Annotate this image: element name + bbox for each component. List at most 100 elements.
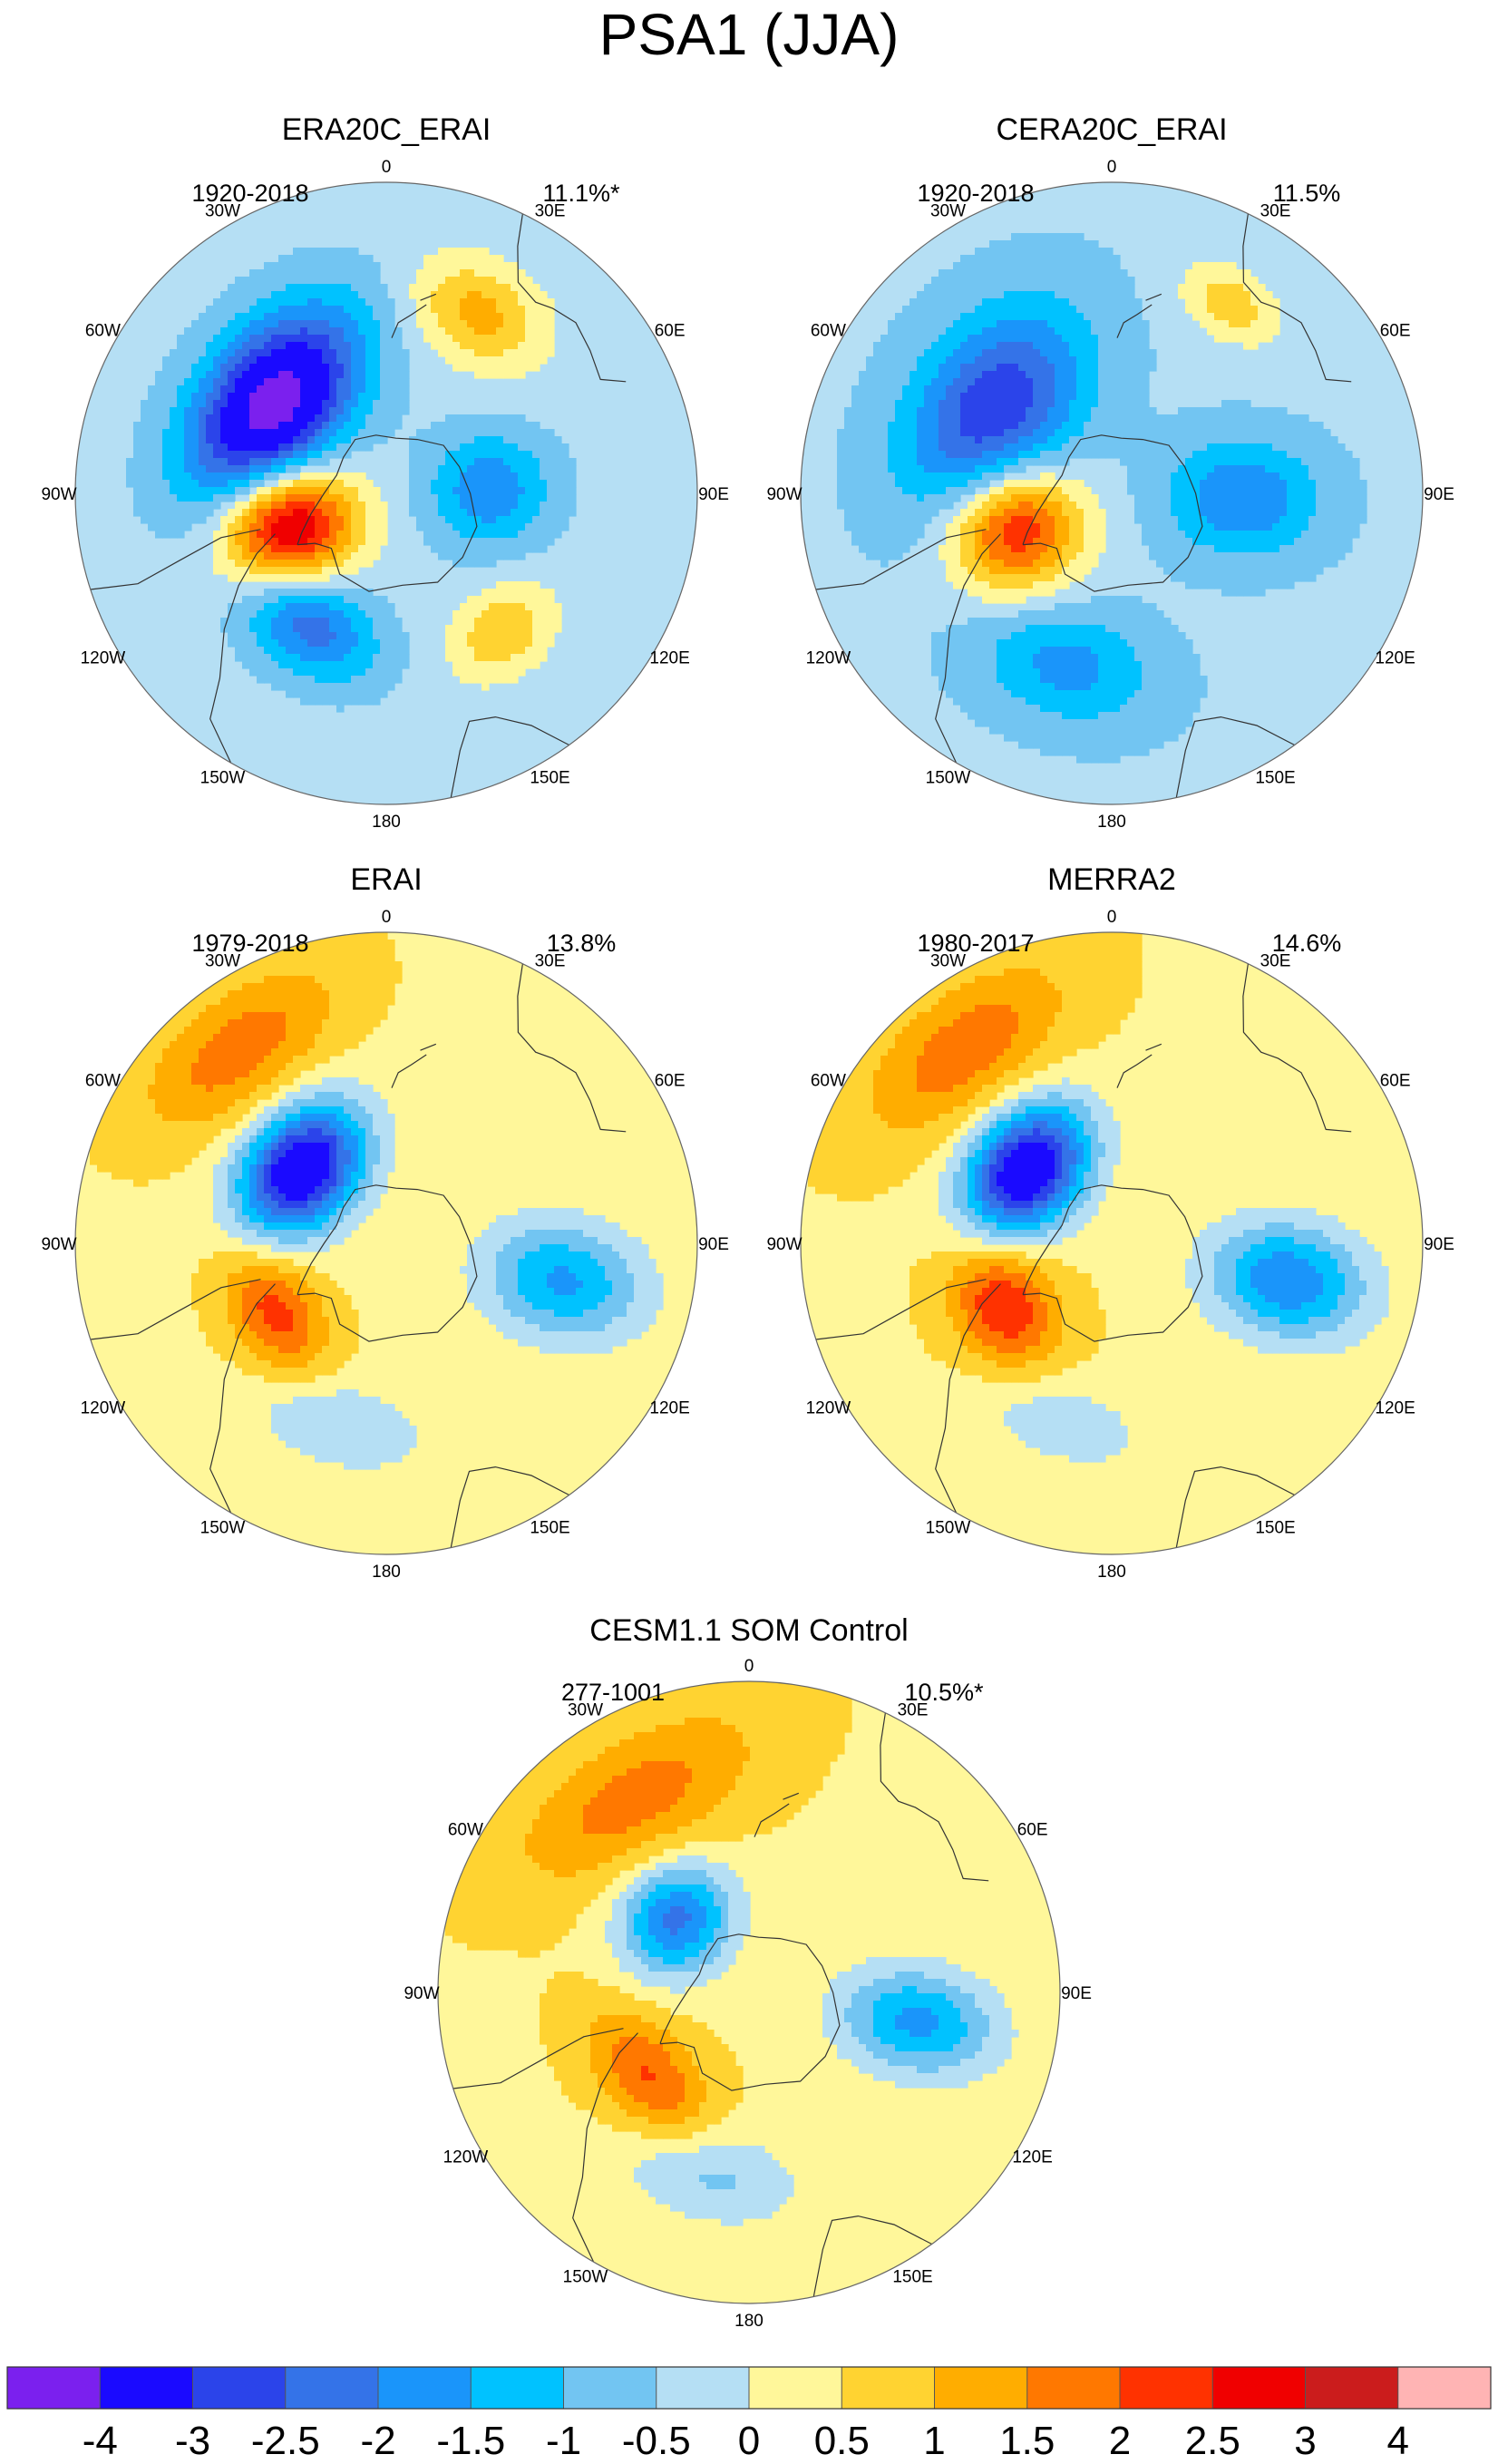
field-cell bbox=[170, 472, 178, 481]
field-cell bbox=[1207, 581, 1215, 589]
field-cell bbox=[960, 255, 968, 263]
field-cell bbox=[1352, 480, 1360, 488]
field-cell bbox=[315, 371, 323, 379]
field-cell bbox=[133, 458, 141, 466]
field-cell bbox=[837, 494, 845, 502]
field-cell bbox=[1011, 393, 1019, 401]
field-cell bbox=[1069, 407, 1077, 415]
field-cell bbox=[1091, 378, 1099, 386]
field-cell bbox=[220, 545, 229, 553]
field-cell bbox=[286, 313, 294, 321]
field-cell bbox=[1047, 407, 1055, 415]
field-cell bbox=[206, 320, 214, 328]
field-cell bbox=[482, 443, 490, 452]
field-cell bbox=[1294, 472, 1302, 481]
field-cell bbox=[358, 589, 366, 597]
field-cell bbox=[554, 603, 562, 611]
field-cell bbox=[300, 574, 308, 582]
field-cell bbox=[989, 560, 997, 568]
field-cell bbox=[1178, 502, 1186, 510]
field-cell bbox=[278, 538, 287, 546]
field-cell bbox=[293, 248, 301, 256]
field-cell bbox=[286, 436, 294, 444]
field-cell bbox=[489, 335, 497, 343]
field-cell bbox=[394, 385, 403, 394]
field-cell bbox=[206, 407, 214, 415]
field-cell bbox=[373, 545, 381, 553]
field-cell bbox=[344, 429, 352, 437]
field-cell bbox=[380, 538, 388, 546]
field-cell bbox=[1105, 596, 1114, 604]
field-cell bbox=[293, 552, 301, 560]
field-cell bbox=[496, 639, 504, 648]
field-cell bbox=[1221, 422, 1230, 430]
field-cell bbox=[482, 509, 490, 517]
field-cell bbox=[960, 422, 968, 430]
field-cell bbox=[467, 509, 475, 517]
field-cell bbox=[946, 277, 954, 285]
field-cell bbox=[220, 342, 229, 350]
field-cell bbox=[1149, 494, 1157, 502]
field-cell bbox=[554, 458, 562, 466]
field-cell bbox=[271, 414, 279, 423]
field-cell bbox=[220, 494, 229, 502]
field-cell bbox=[1258, 422, 1266, 430]
field-cell bbox=[547, 313, 555, 321]
field-cell bbox=[467, 661, 475, 669]
field-cell bbox=[257, 306, 265, 314]
field-cell bbox=[452, 647, 461, 655]
field-cell bbox=[402, 378, 410, 386]
field-cell bbox=[1069, 574, 1077, 582]
field-cell bbox=[278, 654, 287, 662]
field-cell bbox=[496, 465, 504, 473]
field-cell bbox=[503, 676, 511, 684]
field-cell bbox=[888, 378, 896, 386]
field-cell bbox=[1265, 422, 1273, 430]
field-cell bbox=[402, 647, 410, 655]
field-cell bbox=[931, 502, 939, 510]
field-cell bbox=[1026, 574, 1034, 582]
field-cell bbox=[982, 262, 990, 270]
field-cell bbox=[844, 465, 852, 473]
field-cell bbox=[1055, 320, 1063, 328]
field-cell bbox=[518, 436, 526, 444]
field-cell bbox=[235, 545, 243, 553]
field-cell bbox=[1330, 472, 1338, 481]
field-cell bbox=[271, 349, 279, 357]
field-cell bbox=[1076, 531, 1085, 539]
field-cell bbox=[242, 284, 250, 292]
field-cell bbox=[474, 647, 482, 655]
field-cell bbox=[851, 436, 860, 444]
field-cell bbox=[1062, 531, 1070, 539]
field-cell bbox=[1076, 327, 1085, 336]
field-cell bbox=[293, 639, 301, 648]
field-cell bbox=[286, 422, 294, 430]
field-cell bbox=[1011, 422, 1019, 430]
field-cell bbox=[315, 277, 323, 285]
field-cell bbox=[1207, 429, 1215, 437]
field-cell bbox=[1091, 545, 1099, 553]
field-cell bbox=[206, 385, 214, 394]
field-cell bbox=[373, 538, 381, 546]
field-cell bbox=[880, 451, 889, 459]
field-cell bbox=[975, 480, 983, 488]
field-cell bbox=[946, 393, 954, 401]
field-cell bbox=[1156, 429, 1164, 437]
field-cell bbox=[213, 313, 221, 321]
field-cell bbox=[315, 538, 323, 546]
field-cell bbox=[336, 248, 345, 256]
field-cell bbox=[162, 531, 170, 539]
field-cell bbox=[1192, 313, 1201, 321]
field-cell bbox=[1062, 516, 1070, 524]
field-cell bbox=[365, 393, 374, 401]
field-cell bbox=[1294, 487, 1302, 495]
field-cell bbox=[351, 516, 359, 524]
field-cell bbox=[1011, 545, 1019, 553]
field-cell bbox=[1069, 335, 1077, 343]
field-cell bbox=[989, 291, 997, 299]
field-cell bbox=[989, 378, 997, 386]
field-cell bbox=[939, 269, 947, 278]
field-cell bbox=[1084, 422, 1092, 430]
field-cell bbox=[518, 480, 526, 488]
field-cell bbox=[431, 531, 439, 539]
